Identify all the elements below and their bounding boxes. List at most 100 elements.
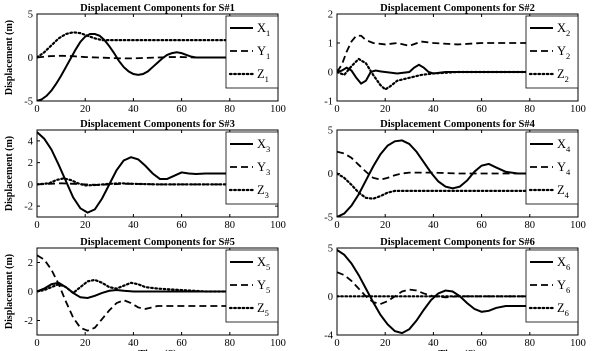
x-tick-label: 80 bbox=[525, 104, 536, 115]
y-tick-label: 0 bbox=[28, 53, 33, 64]
x-tick-label: 40 bbox=[128, 104, 139, 115]
legend-label: Y6 bbox=[557, 278, 570, 295]
x-tick-label: 60 bbox=[476, 338, 487, 349]
x-tick-label: 40 bbox=[128, 220, 139, 231]
x-tick-label: 0 bbox=[34, 104, 39, 115]
series-line-z2 bbox=[337, 57, 531, 91]
y-tick-label: 4 bbox=[28, 136, 34, 147]
legend-label: Z3 bbox=[257, 183, 269, 200]
x-tick-label: 100 bbox=[270, 104, 286, 115]
y-axis-label: Displacement (m) bbox=[4, 254, 15, 329]
legend: X1 Y1 Z1 bbox=[225, 15, 279, 89]
y-tick-label: 2 bbox=[328, 10, 333, 21]
x-tick-label: 80 bbox=[225, 104, 236, 115]
legend-label: Y5 bbox=[257, 278, 270, 295]
series-line-z1 bbox=[37, 31, 231, 59]
subplot-6: Displacement Components for S#6 0 20 40 60 80… bbox=[324, 237, 586, 351]
series-line-y5 bbox=[37, 254, 230, 332]
series-line-z3 bbox=[37, 177, 231, 187]
y-tick-label: -2 bbox=[24, 202, 33, 213]
legend: X4 Y4 Z4 bbox=[525, 131, 579, 205]
subplot-title: Displacement Components for S#5 bbox=[80, 237, 235, 248]
legend-label: X6 bbox=[557, 255, 570, 272]
series-line-x1 bbox=[37, 33, 230, 101]
x-tick-label: 60 bbox=[176, 104, 187, 115]
legend-label: Z2 bbox=[557, 67, 569, 84]
x-tick-label: 0 bbox=[334, 220, 339, 231]
subplot-5: Displacement Components for S#50 20 40 60 80… bbox=[4, 237, 286, 351]
legend-label: X1 bbox=[257, 21, 270, 38]
y-tick-label: 0 bbox=[328, 169, 333, 180]
y-tick-label: 0 bbox=[328, 292, 333, 303]
y-axis-label: Displacement (m) bbox=[4, 136, 15, 211]
y-tick-label: 0 bbox=[28, 180, 33, 191]
x-tick-label: 100 bbox=[570, 338, 586, 349]
series-line-x6 bbox=[337, 249, 530, 335]
subplot-1: Displacement Components for S#1 0 20 40 60 80… bbox=[4, 3, 286, 115]
x-tick-label: 20 bbox=[80, 220, 91, 231]
y-tick-label: 1 bbox=[328, 39, 333, 50]
x-tick-label: 80 bbox=[225, 220, 236, 231]
y-tick-label: 0 bbox=[328, 68, 333, 79]
series-line-z5 bbox=[37, 278, 231, 295]
x-tick-label: 60 bbox=[476, 220, 487, 231]
subplot-2: Displacement Components for S#20 20 40 60 80… bbox=[324, 3, 586, 115]
x-tick-label: 20 bbox=[80, 104, 91, 115]
legend-label: Y2 bbox=[557, 44, 570, 61]
legend-label: Z6 bbox=[557, 301, 569, 318]
legend: X6 Y6 Z6 bbox=[525, 249, 579, 323]
x-tick-label: 100 bbox=[570, 220, 586, 231]
y-tick-label: 2 bbox=[28, 258, 33, 269]
legend-label: Y3 bbox=[257, 160, 270, 177]
x-tick-label: 100 bbox=[270, 338, 286, 349]
x-tick-label: 20 bbox=[380, 338, 391, 349]
x-tick-label: 0 bbox=[334, 104, 339, 115]
series-line-z4 bbox=[337, 172, 531, 200]
legend-label: Y4 bbox=[557, 160, 571, 177]
series-line-x3 bbox=[37, 131, 230, 214]
x-tick-label: 100 bbox=[270, 220, 286, 231]
x-tick-label: 40 bbox=[428, 220, 439, 231]
subplot-4: Displacement Components for S#4 0 20 40 60 80… bbox=[324, 119, 586, 231]
y-tick-label: -4 bbox=[324, 331, 333, 342]
legend-label: Z5 bbox=[257, 301, 269, 318]
x-tick-label: 80 bbox=[525, 220, 536, 231]
legend: X3 Y3 Z3 bbox=[225, 131, 279, 205]
legend: X5 Y5 Z5 bbox=[225, 249, 279, 323]
x-tick-label: 0 bbox=[34, 338, 39, 349]
legend-label: Y1 bbox=[257, 44, 270, 61]
y-tick-label: -2 bbox=[24, 316, 33, 327]
legend-label: X4 bbox=[557, 137, 571, 154]
legend-label: X3 bbox=[257, 137, 270, 154]
x-tick-label: 40 bbox=[128, 338, 139, 349]
legend-label: X5 bbox=[257, 255, 270, 272]
y-tick-label: -5 bbox=[24, 97, 33, 108]
x-axis-label: Time (S) bbox=[138, 349, 177, 351]
subplot-title: Displacement Components for S#3 bbox=[80, 119, 235, 130]
x-tick-label: 80 bbox=[225, 338, 236, 349]
legend-label: Z4 bbox=[557, 183, 570, 200]
x-tick-label: 60 bbox=[476, 104, 487, 115]
legend: X2 Y2 Z2 bbox=[525, 15, 579, 89]
y-tick-label: 5 bbox=[28, 10, 33, 21]
legend-label: X2 bbox=[557, 21, 570, 38]
subplot-title: Displacement Components for S#4 bbox=[380, 119, 535, 130]
x-tick-label: 20 bbox=[80, 338, 91, 349]
x-tick-label: 40 bbox=[428, 104, 439, 115]
series-line-y1 bbox=[37, 54, 230, 60]
y-axis-label: Displacement (m) bbox=[4, 20, 15, 95]
x-tick-label: 20 bbox=[380, 104, 391, 115]
x-tick-label: 40 bbox=[428, 338, 439, 349]
subplot-title: Displacement Components for S#6 bbox=[380, 237, 535, 248]
x-tick-label: 60 bbox=[176, 338, 187, 349]
y-tick-label: 5 bbox=[328, 244, 333, 255]
y-tick-label: 0 bbox=[28, 287, 33, 298]
series-line-y6 bbox=[337, 271, 530, 306]
x-tick-label: 60 bbox=[176, 220, 187, 231]
y-tick-label: -1 bbox=[324, 97, 333, 108]
x-tick-label: 0 bbox=[334, 338, 339, 349]
series-line-y2 bbox=[337, 34, 530, 73]
series-line-x4 bbox=[337, 139, 530, 217]
subplot-title: Displacement Components for S#2 bbox=[380, 3, 535, 14]
